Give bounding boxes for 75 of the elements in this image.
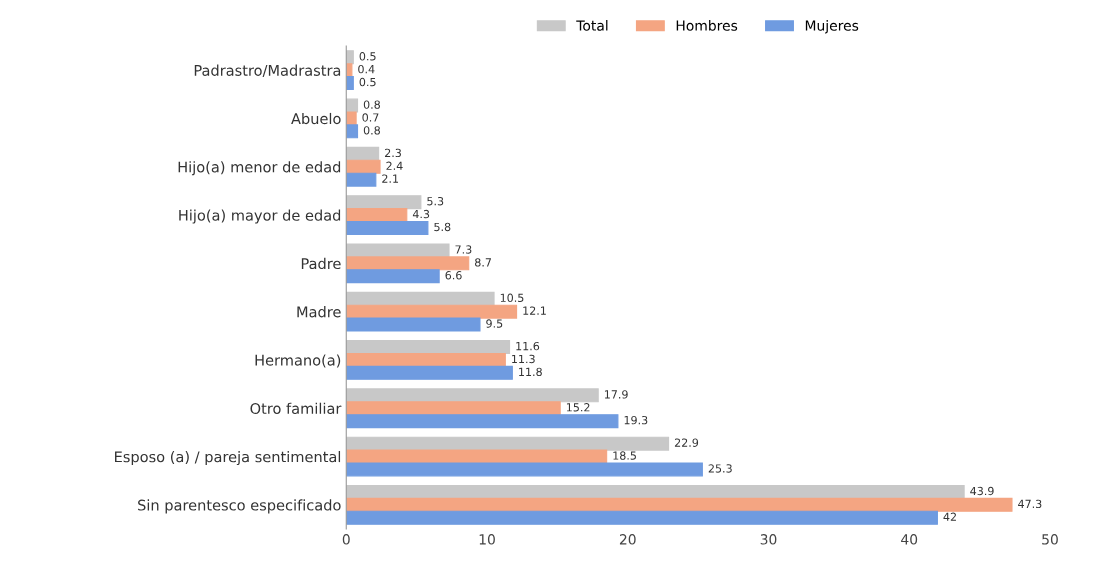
x-tick-label: 50 [1042,534,1058,545]
bar [346,462,703,477]
bar [346,159,381,174]
bar [346,256,470,271]
data-label: 0.4 [358,64,375,74]
bar [346,484,965,499]
data-label: 43.9 [970,486,994,496]
y-tick-label: Abuelo [291,112,341,125]
bar [346,63,353,78]
data-label: 2.3 [385,148,401,158]
bar [346,220,429,235]
y-tick-label: Padre [301,257,341,270]
y-tick-label: Sin parentesco especificado [138,499,341,514]
bar [346,291,495,306]
data-label: 0.5 [359,77,376,87]
bar [346,414,619,429]
data-label: 0.8 [363,100,380,109]
legend-label: Hombres [676,20,738,31]
data-label: 18.5 [613,451,636,460]
data-label: 15.2 [566,403,590,412]
y-tick-label: Hijo(a) mayor de edad [179,209,341,224]
legend-label: Total [576,20,608,31]
bar [346,388,599,403]
data-label: 2.1 [382,174,399,183]
bar [346,146,380,161]
bar [346,449,608,464]
data-label: 2.4 [386,161,403,170]
data-label: 9.5 [486,319,503,328]
bar [346,340,511,355]
y-tick-label: Padrastro/Madrastra [194,64,341,78]
data-label: 42 [943,512,956,521]
data-label: 19.3 [624,415,648,425]
data-label: 25.3 [708,464,732,473]
bar [346,172,377,187]
data-label: 5.3 [427,196,444,206]
bar [346,365,513,380]
data-label: 12.1 [523,306,546,315]
bar [346,111,357,126]
y-tick-label: Hermano(a) [255,354,341,368]
x-tick-label: 30 [760,534,777,545]
bar [346,401,561,416]
data-label: 17.9 [604,390,628,399]
data-label: 47.3 [1018,499,1042,509]
x-tick-label: 0 [342,534,350,545]
y-tick-label: Madre [297,306,341,318]
y-tick-label: Hijo(a) menor de edad [178,161,341,176]
x-tick-label: 20 [619,534,636,545]
data-label: 11.3 [512,354,535,364]
data-label: 5.8 [434,222,451,232]
x-tick-label: 10 [479,534,495,545]
bar [346,195,422,210]
bar [346,510,938,525]
bar [346,497,1013,512]
bar [346,208,408,223]
x-tick-label: 40 [901,534,918,545]
data-label: 8.7 [475,258,491,267]
data-label: 0.5 [359,52,376,61]
bar [346,124,359,139]
data-label: 4.3 [412,209,430,219]
y-tick-label: Esposo (a) / pareja sentimental [115,451,341,466]
y-tick-label: Otro familiar [250,402,342,414]
bar [346,352,506,367]
data-label: 11.6 [516,341,540,351]
data-label: 10.5 [500,293,524,302]
bar [346,317,481,332]
data-label: 6.6 [445,271,462,280]
data-label: 7.3 [455,245,472,254]
legend-label: Mujeres [805,20,859,34]
bar [346,269,440,284]
bar [346,243,450,258]
bar [346,76,354,91]
data-label: 0.7 [362,113,379,122]
data-label: 11.8 [519,367,542,377]
data-label: 22.9 [674,438,699,447]
data-label: 0.8 [363,126,380,135]
